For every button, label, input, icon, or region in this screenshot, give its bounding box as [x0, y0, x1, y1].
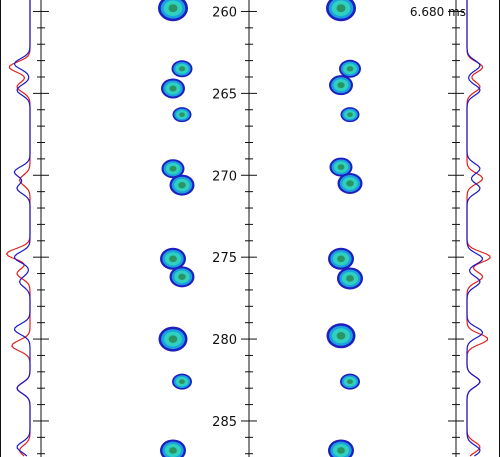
- blob-core: [337, 255, 345, 263]
- blob-core: [337, 82, 345, 89]
- profile-left: [5, 0, 31, 457]
- y-tick-label: 260: [212, 5, 237, 20]
- blob-core: [347, 379, 353, 385]
- blob-core: [336, 332, 346, 340]
- blob: [326, 323, 356, 349]
- panel-2: [326, 0, 363, 457]
- blob: [171, 60, 193, 78]
- profile-right: [466, 0, 491, 457]
- blob-core: [179, 379, 185, 385]
- blob: [160, 439, 186, 457]
- blob-core: [168, 4, 178, 13]
- y-tick-label: 285: [212, 415, 237, 430]
- blob: [339, 59, 361, 78]
- time-readout: 6.680 ms: [410, 5, 466, 19]
- blob-core: [168, 335, 178, 343]
- blob: [337, 267, 363, 290]
- blob: [161, 78, 185, 99]
- left-axis: [33, 0, 49, 457]
- y-tick-label: 280: [212, 333, 237, 348]
- blob: [329, 75, 353, 96]
- blob: [326, 0, 356, 22]
- profile-line-right-2: [466, 0, 484, 457]
- blob-core: [337, 447, 345, 454]
- blob: [340, 107, 360, 123]
- y-tick-label: 265: [212, 87, 237, 102]
- right-axis: [448, 0, 464, 457]
- blob: [328, 247, 354, 270]
- panels-layer: [158, 0, 363, 457]
- blob-core: [169, 165, 177, 172]
- blob: [161, 159, 185, 179]
- blob-core: [179, 112, 185, 117]
- blob: [172, 107, 192, 123]
- blob-core: [347, 112, 353, 117]
- blob: [172, 373, 192, 390]
- blob: [169, 174, 195, 196]
- panel-1: [158, 0, 195, 457]
- blob-core: [178, 273, 186, 280]
- y-tick-label: 275: [212, 251, 237, 266]
- blob-core: [178, 181, 186, 189]
- blob-core: [169, 255, 177, 263]
- blob-core: [346, 66, 354, 72]
- blob-core: [169, 85, 177, 92]
- blob: [340, 373, 360, 390]
- center-axis: 260 265 270 275 280 285: [212, 0, 257, 457]
- blob: [158, 326, 188, 352]
- blob: [158, 0, 188, 22]
- blob-core: [346, 180, 354, 187]
- blob: [160, 247, 186, 270]
- blob-core: [169, 447, 177, 454]
- blob-core: [178, 66, 186, 72]
- blob-core: [336, 4, 346, 13]
- blob: [169, 266, 195, 288]
- profiles-layer: [5, 0, 491, 457]
- blob: [328, 439, 354, 457]
- blob: [337, 172, 363, 194]
- blob-core: [337, 164, 345, 170]
- y-tick-label: 270: [212, 169, 237, 184]
- blob-core: [346, 275, 354, 282]
- blob: [329, 157, 353, 177]
- profile-line-left-2: [13, 0, 31, 457]
